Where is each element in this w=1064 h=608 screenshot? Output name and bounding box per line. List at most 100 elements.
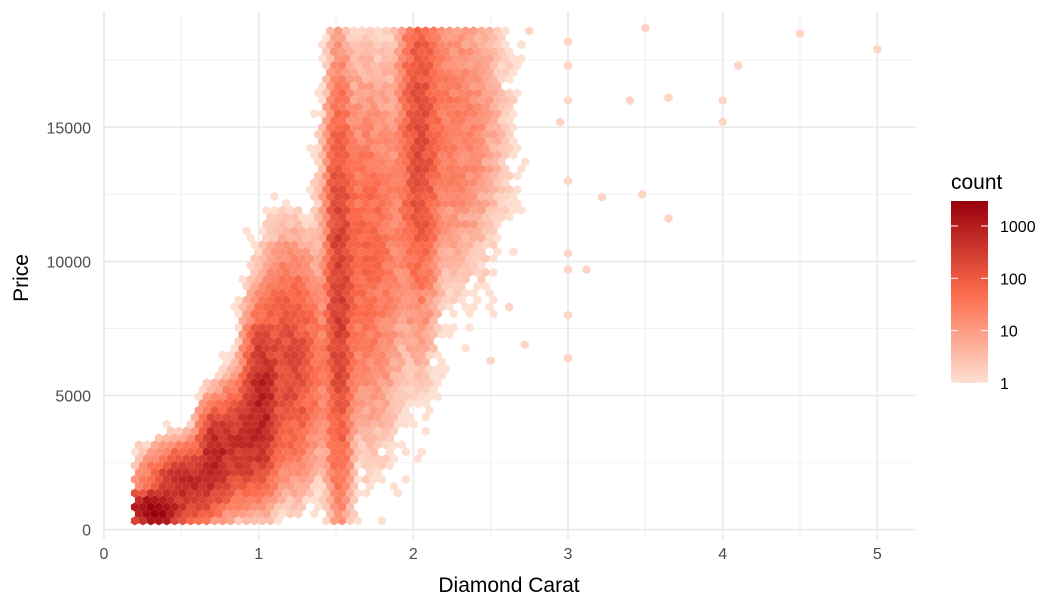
- hexbin-cell: [294, 357, 303, 367]
- hexbin-cell: [166, 495, 175, 505]
- hexbin-cell: [401, 447, 410, 457]
- hexbin-cell: [497, 33, 506, 43]
- hexbin-cell: [362, 240, 370, 250]
- hexbin-cell: [326, 136, 335, 146]
- hexbin-cell: [366, 191, 374, 202]
- hexbin-cell: [354, 198, 362, 208]
- hexbin-cell: [441, 198, 450, 208]
- hexbin-cell: [258, 295, 267, 305]
- hexbin-cell: [477, 136, 486, 146]
- hexbin-cell: [370, 461, 378, 471]
- hexbin-cell: [338, 295, 347, 305]
- hexbin-cell: [377, 364, 386, 374]
- hexbin-cell: [469, 247, 478, 257]
- hexbin-cell: [302, 343, 311, 353]
- hexbin-cell: [405, 219, 414, 229]
- hexbin-cell: [278, 302, 287, 312]
- hexbin-cell: [226, 502, 235, 512]
- hexbin-cell: [401, 281, 410, 291]
- hexbin-cell: [322, 267, 331, 277]
- hexbin-cell: [433, 281, 442, 291]
- hexbin-cell: [282, 323, 291, 333]
- hexbin-cell: [433, 33, 442, 43]
- hexbin-cell: [250, 240, 259, 250]
- hexbin-cell: [302, 288, 311, 298]
- hexbin-cell: [146, 488, 155, 498]
- hexbin-cell: [326, 164, 335, 174]
- hexbin-cell: [354, 364, 362, 374]
- hexbin-cell: [362, 364, 370, 374]
- hexbin-cell: [302, 454, 311, 464]
- hexbin-cell: [358, 109, 366, 119]
- hexbin-cell: [310, 205, 319, 215]
- hexbin-cell: [318, 233, 327, 243]
- hexbin-cell: [322, 309, 331, 319]
- hexbin-cell: [238, 454, 247, 464]
- hexbin-cell: [198, 495, 207, 505]
- hexbin-cell: [346, 171, 354, 181]
- hexbin-cell: [385, 461, 394, 471]
- hexbin-cell: [513, 185, 522, 195]
- hexbin-cell: [401, 47, 410, 57]
- hexbin-cell: [242, 323, 251, 333]
- hexbin-cell: [346, 488, 354, 498]
- hexbin-cell: [381, 122, 390, 133]
- hexbin-cell: [477, 67, 486, 77]
- hexbin-cell: [433, 364, 442, 374]
- hexbin-cell: [564, 36, 572, 47]
- hexbin-cell: [282, 392, 291, 402]
- hexbin-cell: [286, 371, 295, 381]
- hexbin-cell: [338, 185, 347, 195]
- hexbin-cell: [409, 33, 418, 43]
- hexbin-cell: [461, 288, 470, 298]
- hexbin-cell: [198, 412, 207, 422]
- hexbin-cell: [338, 129, 347, 139]
- hexbin-cell: [370, 254, 378, 264]
- hexbin-cell: [477, 233, 486, 243]
- hexbin-cell: [246, 343, 255, 353]
- hexbin-cell: [286, 509, 295, 519]
- x-tick-label: 2: [409, 546, 418, 563]
- hexbin-cell: [461, 150, 470, 160]
- hexbin-cell: [501, 136, 510, 146]
- hexbin-cell: [433, 350, 442, 360]
- hexbin-cell: [429, 316, 438, 326]
- hexbin-cell: [409, 281, 418, 291]
- hexbin-cell: [174, 495, 183, 505]
- hexbin-cell: [449, 267, 458, 277]
- hexbin-cell: [234, 433, 243, 443]
- hexbin-cell: [362, 488, 370, 498]
- hexbin-cell: [350, 205, 358, 215]
- hexbin-cell: [346, 267, 354, 277]
- hexbin-cell: [346, 143, 354, 153]
- hexbin-cell: [405, 412, 414, 422]
- hexbin-cell: [134, 467, 143, 478]
- hexbin-cell: [465, 102, 474, 112]
- hexbin-cell: [246, 385, 255, 395]
- hexbin-cell: [326, 150, 335, 160]
- hexbin-cell: [441, 129, 450, 139]
- hexbin-cell: [377, 433, 386, 443]
- hexbin-cell: [409, 309, 418, 319]
- hexbin-cell: [370, 350, 378, 360]
- hexbin-cell: [170, 474, 179, 484]
- hexbin-cell: [238, 274, 247, 284]
- hexbin-cell: [350, 412, 358, 422]
- hexbin-cell: [354, 516, 362, 526]
- hexbin-cell: [358, 136, 366, 146]
- hexbin-cell: [298, 433, 307, 443]
- hexbin-cell: [370, 364, 378, 374]
- hexbin-cell: [489, 33, 498, 43]
- hexbin-cell: [322, 461, 331, 471]
- hexbin-cell: [457, 198, 466, 208]
- hexbin-cell: [318, 371, 327, 381]
- hexbin-cell: [194, 447, 203, 457]
- hexbin-cell: [449, 212, 458, 222]
- hexbin-cell: [389, 454, 398, 464]
- hexbin-cell: [421, 40, 430, 50]
- hexbin-cell: [409, 267, 418, 277]
- hexbin-cell: [350, 122, 358, 133]
- hexbin-cell: [258, 461, 267, 471]
- hexbin-cell: [449, 185, 458, 195]
- hexbin-cell: [234, 502, 243, 512]
